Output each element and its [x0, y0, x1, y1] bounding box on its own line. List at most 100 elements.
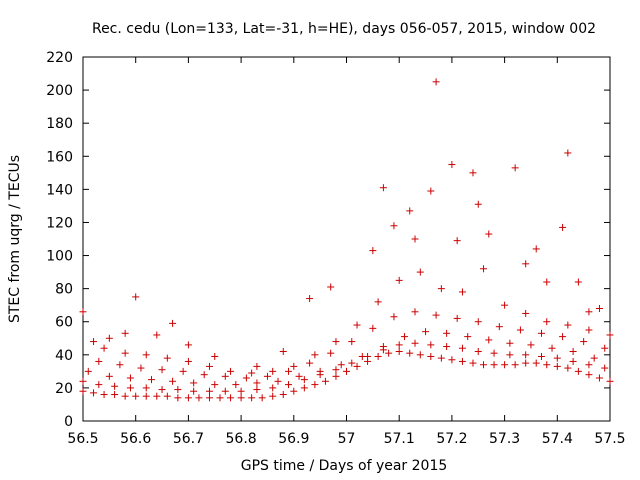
data-point — [453, 237, 461, 245]
data-point — [379, 343, 387, 351]
data-point — [411, 308, 419, 316]
x-axis-label: GPS time / Days of year 2015 — [241, 458, 448, 474]
data-point — [158, 366, 166, 374]
data-point — [453, 314, 461, 322]
data-point — [253, 386, 261, 394]
data-point — [163, 392, 171, 400]
x-tick-label: 56.5 — [67, 431, 98, 447]
x-axis: 56.5 56.6 56.7 56.8 56.9 57 57.1 57.2 57.3 57.4 57… — [67, 57, 626, 447]
data-point — [290, 387, 298, 395]
data-point — [601, 344, 609, 352]
data-point — [543, 278, 551, 286]
data-point — [295, 372, 303, 380]
data-point — [595, 374, 603, 382]
data-point — [237, 387, 245, 395]
data-point — [522, 260, 530, 268]
data-point — [427, 352, 435, 360]
data-point — [374, 298, 382, 306]
data-point — [543, 318, 551, 326]
data-point — [221, 387, 229, 395]
y-axis-label: STEC from uqrg / TECUs — [7, 155, 23, 323]
data-point — [184, 357, 192, 365]
data-point — [369, 247, 377, 255]
data-point — [490, 349, 498, 357]
data-point — [427, 341, 435, 349]
data-point — [269, 384, 277, 392]
data-point — [564, 149, 572, 157]
data-point — [132, 293, 140, 301]
data-point — [606, 331, 614, 339]
data-point — [253, 362, 261, 370]
data-point — [522, 309, 530, 317]
data-point — [464, 333, 472, 341]
data-point — [153, 392, 161, 400]
x-tick-label: 57.4 — [542, 431, 573, 447]
data-point — [205, 387, 213, 395]
data-point — [348, 338, 356, 346]
y-tick-label: 180 — [46, 116, 73, 132]
data-point — [169, 319, 177, 327]
data-point — [290, 362, 298, 370]
data-point — [137, 364, 145, 372]
data-point — [327, 349, 335, 357]
data-point — [469, 359, 477, 367]
data-point — [564, 321, 572, 329]
data-point — [285, 367, 293, 375]
data-point — [132, 392, 140, 400]
data-point — [332, 338, 340, 346]
data-point — [506, 339, 514, 347]
y-tick-label: 80 — [55, 282, 73, 298]
data-point — [327, 283, 335, 291]
y-tick-label: 220 — [46, 50, 73, 66]
data-point — [553, 354, 561, 362]
data-point — [448, 356, 456, 364]
data-point — [300, 376, 308, 384]
data-point — [195, 394, 203, 402]
data-point — [121, 392, 129, 400]
data-point — [142, 351, 150, 359]
data-point — [248, 394, 256, 402]
data-point — [174, 394, 182, 402]
data-point — [474, 200, 482, 208]
data-point — [253, 379, 261, 387]
data-point — [343, 367, 350, 375]
data-point — [184, 394, 192, 402]
data-point — [279, 391, 287, 399]
data-point — [385, 349, 393, 357]
data-point — [200, 371, 208, 379]
data-point — [248, 369, 256, 377]
data-point — [501, 301, 509, 309]
y-tick-label: 0 — [64, 414, 73, 430]
x-tick-label: 57 — [338, 431, 356, 447]
data-point — [395, 341, 403, 349]
data-point — [601, 364, 609, 372]
data-point — [126, 374, 134, 382]
data-point — [559, 333, 567, 341]
data-point — [90, 338, 98, 346]
data-point — [332, 372, 340, 380]
y-tick-label: 60 — [55, 315, 73, 331]
data-point — [316, 367, 324, 375]
data-points — [79, 78, 614, 402]
data-point — [179, 367, 187, 375]
data-point — [321, 377, 329, 385]
data-point — [532, 359, 540, 367]
data-point — [269, 392, 277, 400]
data-point — [190, 379, 198, 387]
data-point — [564, 364, 572, 372]
data-point — [211, 381, 219, 389]
data-point — [580, 338, 588, 346]
data-point — [569, 357, 577, 365]
chart-title: Rec. cedu (Lon=133, Lat=-31, h=HE), days… — [92, 21, 596, 37]
data-point — [358, 352, 366, 360]
data-point — [205, 394, 213, 402]
data-point — [522, 359, 530, 367]
data-point — [406, 349, 414, 357]
data-point — [369, 324, 377, 332]
data-point — [406, 207, 414, 215]
data-point — [258, 394, 266, 402]
data-point — [395, 276, 403, 284]
data-point — [590, 354, 598, 362]
data-point — [537, 352, 545, 360]
y-tick-label: 200 — [46, 83, 73, 99]
